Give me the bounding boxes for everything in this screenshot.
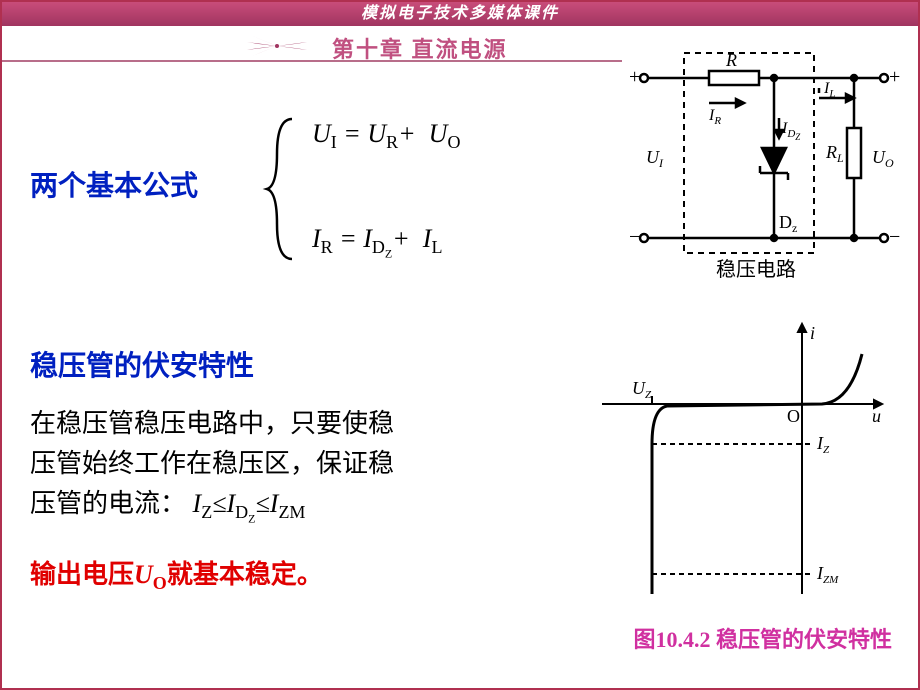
iv-origin: O [787, 406, 800, 426]
circuit-DZ-label: Dz [779, 212, 797, 235]
circuit-minus-right: − [889, 226, 900, 248]
body-line1: 在稳压管稳压电路中，只要使稳 [30, 409, 394, 438]
conclusion-sub: O [153, 573, 167, 593]
circuit-caption: 稳压电路 [716, 258, 796, 281]
banner-title: 模拟电子技术多媒体课件 [2, 2, 918, 26]
circuit-IDZ-label: IDZ [781, 120, 801, 142]
circuit-IR-label: IR [708, 107, 721, 127]
circuit-RL-label: RL [825, 142, 844, 165]
circuit-diagram: R IR IDZ IL UI RL UO Dz + − + − 稳压电路 [624, 28, 904, 288]
formula-2: IR = IDZ+ IL [312, 224, 442, 262]
iv-IZM-label: IZM [816, 563, 839, 586]
body-text: 在稳压管稳压电路中，只要使稳 压管始终工作在稳压区，保证稳 压管的电流： IZ≤… [30, 404, 550, 539]
iv-i-axis: i [810, 323, 815, 343]
formula-1: UI = UR+ UO [312, 119, 460, 153]
circuit-UO-label: UO [872, 147, 894, 170]
inequality: IZ≤IDZ≤IZM [193, 489, 306, 518]
divider-line [2, 60, 622, 62]
body-line3: 压管的电流： [30, 489, 186, 518]
conclusion-text: 输出电压UO就基本稳定。 [30, 554, 323, 594]
circuit-R-label: R [725, 50, 737, 70]
iv-u-axis: u [872, 406, 881, 426]
leaf-decoration-icon [232, 30, 322, 62]
circuit-minus-left: − [629, 226, 640, 248]
body-line2: 压管始终工作在稳压区，保证稳 [30, 449, 394, 478]
brace-icon [262, 114, 302, 264]
conclusion-post: 就基本稳定。 [167, 560, 323, 589]
iv-IZ-label: IZ [816, 433, 830, 456]
iv-UZ-label: UZ [632, 378, 652, 401]
circuit-UI-label: UI [646, 147, 664, 170]
section-title: 稳压管的伏安特性 [30, 344, 254, 384]
content-area: 两个基本公式 UI = UR+ UO IR = IDZ+ IL 稳压管的伏安特性… [2, 64, 920, 684]
conclusion-pre: 输出电压 [30, 560, 134, 589]
iv-curve-diagram: i u O UZ IZ IZM [592, 314, 892, 604]
conclusion-var: U [134, 560, 153, 589]
circuit-plus-left: + [629, 66, 640, 88]
slide: 模拟电子技术多媒体课件 第十章 直流电源 两个基本公式 UI = UR+ UO [0, 0, 920, 690]
figure-caption: 图10.4.2 稳压管的伏安特性 [633, 622, 892, 654]
circuit-plus-right: + [889, 66, 900, 88]
formula-label: 两个基本公式 [30, 164, 198, 204]
